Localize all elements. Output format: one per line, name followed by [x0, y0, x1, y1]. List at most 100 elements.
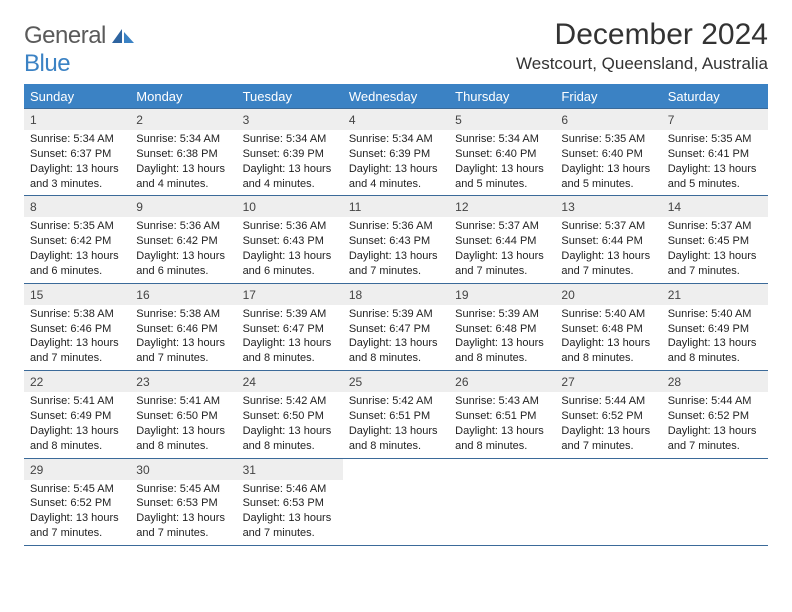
day-header: Friday — [555, 84, 661, 108]
calendar-cell: 13 Sunrise: 5:37 AMSunset: 6:44 PMDayligh… — [555, 195, 661, 282]
calendar-cell: 15Sunrise: 5:38 AMSunset: 6:46 PMDayligh… — [24, 283, 130, 370]
day-header: Monday — [130, 84, 236, 108]
day-info: Sunrise: 5:36 AMSunset: 6:43 PMDaylight:… — [237, 217, 343, 282]
day-info: Sunrise: 5:34 AMSunset: 6:40 PMDaylight:… — [449, 130, 555, 195]
logo-text-blue: Blue — [24, 50, 70, 77]
day-info: Sunrise: 5:37 AMSunset: 6:45 PMDaylight:… — [662, 217, 768, 282]
day-number-row: 5 — [449, 109, 555, 130]
day-info: Sunrise: 5:39 AMSunset: 6:47 PMDaylight:… — [343, 305, 449, 370]
day-number-row: 28 — [662, 371, 768, 392]
calendar-cell: 26 Sunrise: 5:43 AMSunset: 6:51 PMDayligh… — [449, 370, 555, 457]
day-info: Sunrise: 5:44 AMSunset: 6:52 PMDaylight:… — [662, 392, 768, 457]
day-number-row: 24 — [237, 371, 343, 392]
day-number-row: 11 — [343, 196, 449, 217]
day-number-row: 14 — [662, 196, 768, 217]
day-info: Sunrise: 5:34 AMSunset: 6:38 PMDaylight:… — [130, 130, 236, 195]
calendar-cell: 17 Sunrise: 5:39 AMSunset: 6:47 PMDayligh… — [237, 283, 343, 370]
day-info: Sunrise: 5:40 AMSunset: 6:49 PMDaylight:… — [662, 305, 768, 370]
calendar-cell: 21 Sunrise: 5:40 AMSunset: 6:49 PMDayligh… — [662, 283, 768, 370]
day-number: 28 — [668, 375, 681, 389]
day-number: 15 — [30, 288, 43, 302]
day-info: Sunrise: 5:35 AMSunset: 6:42 PMDaylight:… — [24, 217, 130, 282]
day-number-row: 10 — [237, 196, 343, 217]
day-number: 29 — [30, 463, 43, 477]
day-number: 1 — [30, 113, 37, 127]
calendar-cell: 8Sunrise: 5:35 AMSunset: 6:42 PMDaylight… — [24, 195, 130, 282]
day-header: Sunday — [24, 84, 130, 108]
calendar-cell: 22Sunrise: 5:41 AMSunset: 6:49 PMDayligh… — [24, 370, 130, 457]
day-number: 9 — [136, 200, 143, 214]
day-info: Sunrise: 5:38 AMSunset: 6:46 PMDaylight:… — [130, 305, 236, 370]
day-number: 26 — [455, 375, 468, 389]
day-number-row: 8 — [24, 196, 130, 217]
day-number-row: 29 — [24, 459, 130, 480]
day-number: 21 — [668, 288, 681, 302]
calendar-cell: 18Sunrise: 5:39 AMSunset: 6:47 PMDayligh… — [343, 283, 449, 370]
day-info: Sunrise: 5:40 AMSunset: 6:48 PMDaylight:… — [555, 305, 661, 370]
day-header: Saturday — [662, 84, 768, 108]
day-number: 3 — [243, 113, 250, 127]
day-number-row: 30 — [130, 459, 236, 480]
logo: General Blue — [24, 22, 134, 78]
day-header: Wednesday — [343, 84, 449, 108]
day-number: 12 — [455, 200, 468, 214]
day-number-row: 4 — [343, 109, 449, 130]
day-number: 13 — [561, 200, 574, 214]
day-number-row: 2 — [130, 109, 236, 130]
calendar-cell: 11 Sunrise: 5:36 AMSunset: 6:43 PMDayligh… — [343, 195, 449, 282]
calendar-cell: 30Sunrise: 5:45 AMSunset: 6:53 PMDayligh… — [130, 458, 236, 545]
day-info: Sunrise: 5:44 AMSunset: 6:52 PMDaylight:… — [555, 392, 661, 457]
day-number-row: 12 — [449, 196, 555, 217]
day-number: 11 — [349, 200, 361, 214]
day-number-row: 9 — [130, 196, 236, 217]
title-block: December 2024 Westcourt, Queensland, Aus… — [516, 18, 768, 74]
day-info: Sunrise: 5:41 AMSunset: 6:50 PMDaylight:… — [130, 392, 236, 457]
day-number-row: 31 — [237, 459, 343, 480]
calendar-cell: 24Sunrise: 5:42 AMSunset: 6:50 PMDayligh… — [237, 370, 343, 457]
day-number: 23 — [136, 375, 149, 389]
calendar-cell: 2 Sunrise: 5:34 AMSunset: 6:38 PMDaylight… — [130, 108, 236, 195]
day-number-row: 1 — [24, 109, 130, 130]
day-info: Sunrise: 5:39 AMSunset: 6:47 PMDaylight:… — [237, 305, 343, 370]
day-number: 4 — [349, 113, 356, 127]
day-number-row: 23 — [130, 371, 236, 392]
day-number-row: 7 — [662, 109, 768, 130]
day-info: Sunrise: 5:35 AMSunset: 6:41 PMDaylight:… — [662, 130, 768, 195]
day-number-row: 21 — [662, 284, 768, 305]
day-number-row: 3 — [237, 109, 343, 130]
day-info: Sunrise: 5:34 AMSunset: 6:37 PMDaylight:… — [24, 130, 130, 195]
day-number-row: 20 — [555, 284, 661, 305]
day-number: 6 — [561, 113, 568, 127]
day-header: Thursday — [449, 84, 555, 108]
calendar-cell — [343, 458, 449, 545]
day-info: Sunrise: 5:36 AMSunset: 6:43 PMDaylight:… — [343, 217, 449, 282]
day-number-row: 22 — [24, 371, 130, 392]
month-title: December 2024 — [516, 18, 768, 52]
day-number-row: 25 — [343, 371, 449, 392]
day-info: Sunrise: 5:34 AMSunset: 6:39 PMDaylight:… — [237, 130, 343, 195]
calendar-cell: 7Sunrise: 5:35 AMSunset: 6:41 PMDaylight… — [662, 108, 768, 195]
calendar-cell: 10 Sunrise: 5:36 AMSunset: 6:43 PMDayligh… — [237, 195, 343, 282]
day-number: 20 — [561, 288, 574, 302]
day-number: 16 — [136, 288, 149, 302]
day-number: 10 — [243, 200, 256, 214]
day-number: 14 — [668, 200, 681, 214]
day-info: Sunrise: 5:37 AMSunset: 6:44 PMDaylight:… — [555, 217, 661, 282]
day-number-row: 27 — [555, 371, 661, 392]
logo-text-general: General — [24, 22, 106, 49]
calendar-cell: 1 Sunrise: 5:34 AMSunset: 6:37 PMDaylight… — [24, 108, 130, 195]
calendar-cell: 31Sunrise: 5:46 AMSunset: 6:53 PMDayligh… — [237, 458, 343, 545]
day-info: Sunrise: 5:37 AMSunset: 6:44 PMDaylight:… — [449, 217, 555, 282]
day-number-row: 15 — [24, 284, 130, 305]
day-number: 24 — [243, 375, 256, 389]
day-info: Sunrise: 5:43 AMSunset: 6:51 PMDaylight:… — [449, 392, 555, 457]
day-info: Sunrise: 5:34 AMSunset: 6:39 PMDaylight:… — [343, 130, 449, 195]
day-number: 19 — [455, 288, 468, 302]
day-info: Sunrise: 5:36 AMSunset: 6:42 PMDaylight:… — [130, 217, 236, 282]
calendar-cell: 14 Sunrise: 5:37 AMSunset: 6:45 PMDayligh… — [662, 195, 768, 282]
day-number-row: 18 — [343, 284, 449, 305]
day-number: 27 — [561, 375, 574, 389]
day-number: 17 — [243, 288, 256, 302]
day-number: 2 — [136, 113, 143, 127]
calendar-cell — [555, 458, 661, 545]
